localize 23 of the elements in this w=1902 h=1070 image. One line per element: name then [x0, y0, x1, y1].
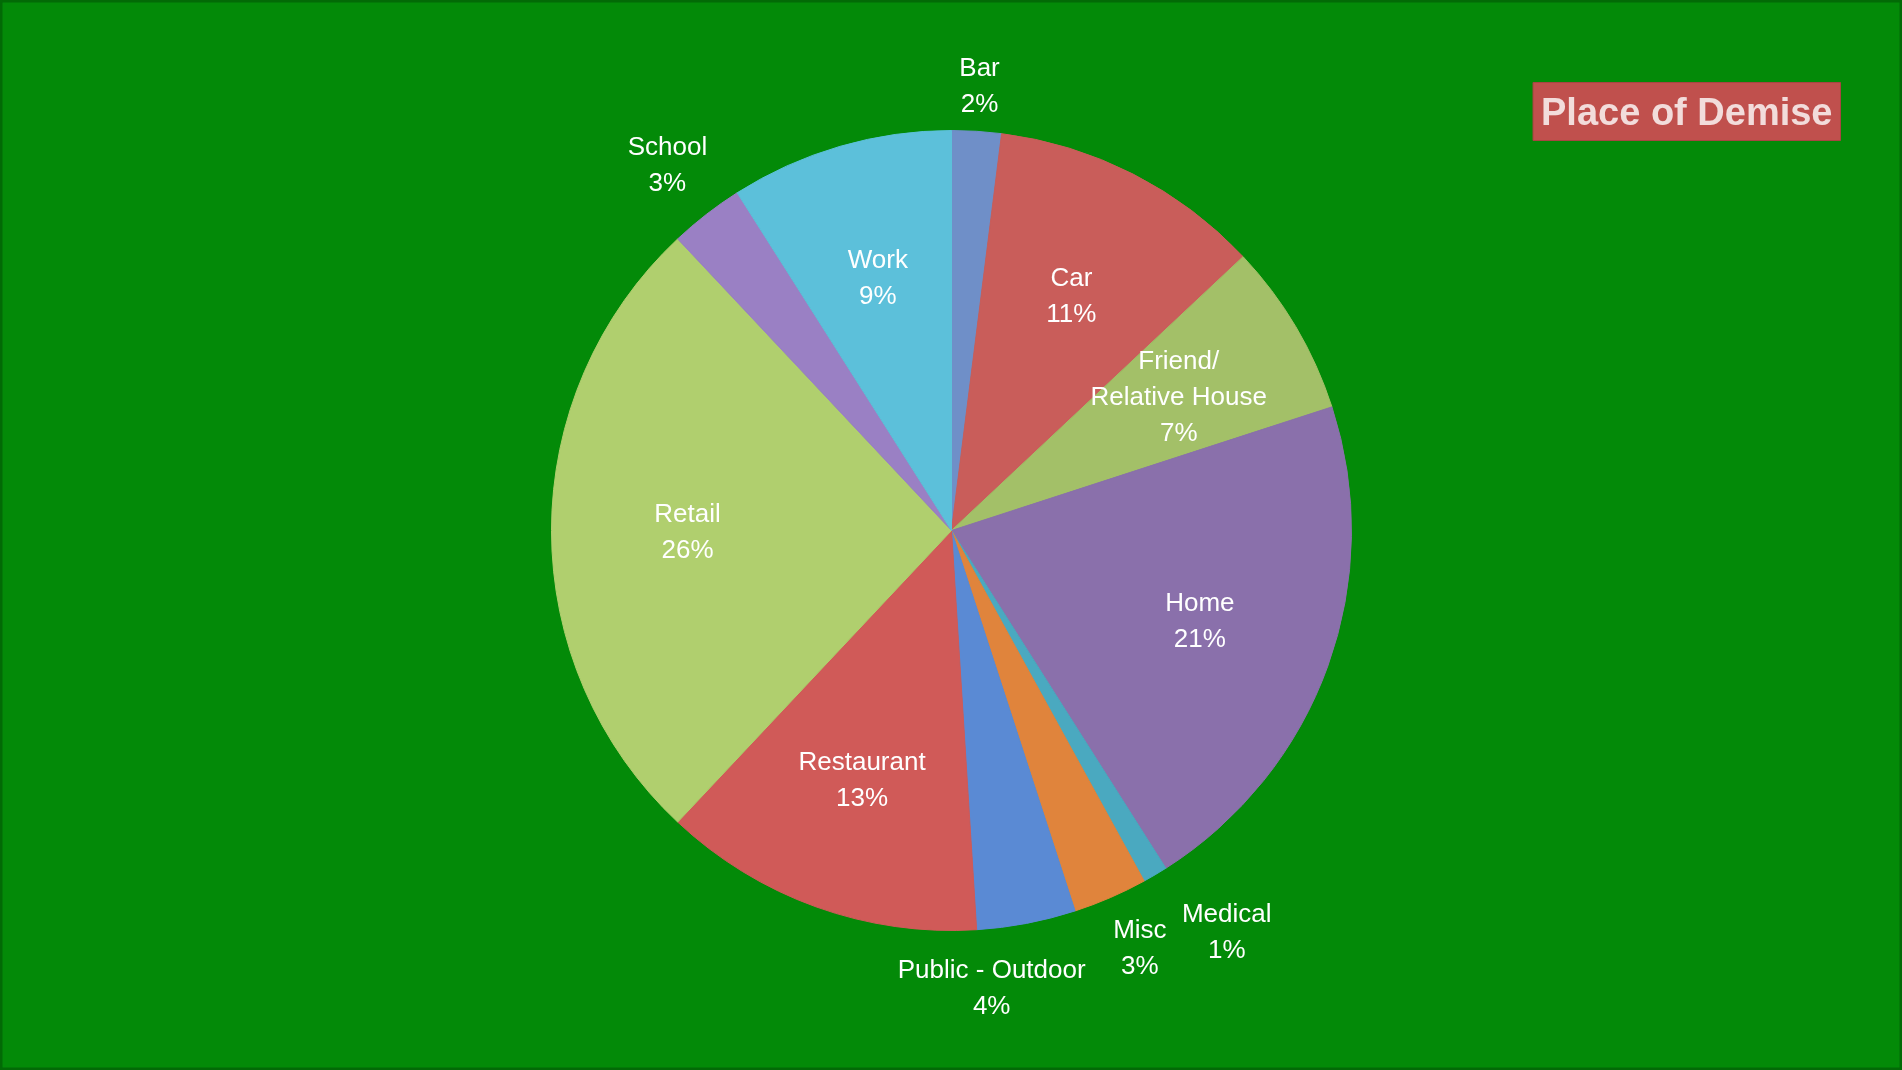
data-label: 7%: [1159, 417, 1198, 448]
data-label: 2%: [960, 87, 999, 118]
text: Place of Demise: [1541, 90, 1833, 133]
slice-label: Restaurant: [798, 745, 927, 776]
slice-label: School: [627, 131, 708, 162]
slice-label: Retail: [654, 497, 721, 528]
slice-label: Misc: [1113, 913, 1167, 944]
data-label: 3%: [648, 167, 687, 198]
data-label: 4%: [972, 990, 1011, 1021]
slice-label: Home: [1165, 586, 1235, 617]
data-label: 3%: [1121, 949, 1159, 980]
slice-label: Public - Outdoor: [897, 954, 1086, 985]
data-label: 1%: [1207, 933, 1246, 964]
slice-label: Medical: [1181, 897, 1272, 928]
slice-label: Friend/ Relative House: [1090, 345, 1267, 412]
data-label: 26%: [661, 533, 714, 564]
data-label: 9%: [859, 279, 897, 310]
data-label: 21%: [1173, 622, 1226, 653]
data-label: 11%: [1046, 298, 1097, 329]
data-label: 13%: [836, 781, 889, 812]
slice-label: Work: [847, 243, 909, 274]
slice-label: Car: [1050, 262, 1093, 293]
slice-label: Bar: [959, 51, 1001, 82]
